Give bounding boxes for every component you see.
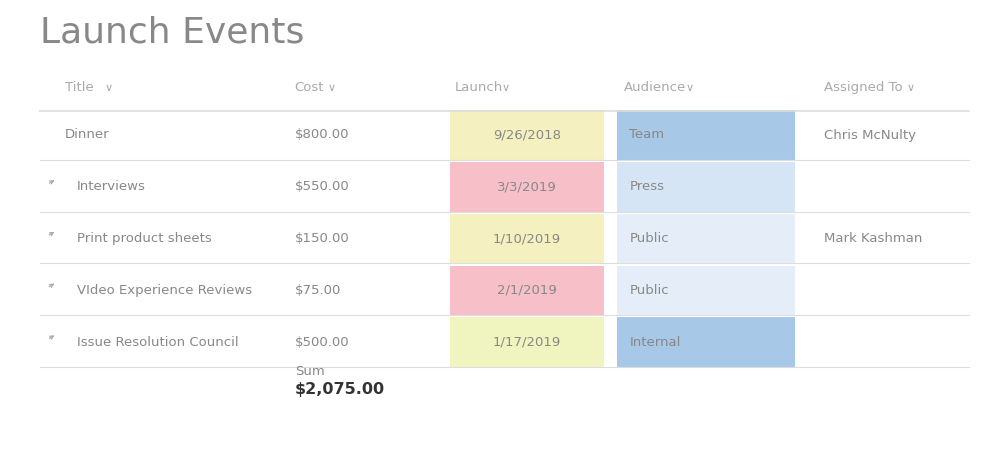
Text: ∨: ∨ xyxy=(906,83,914,93)
Text: 1/10/2019: 1/10/2019 xyxy=(493,232,561,245)
Text: Issue Resolution Council: Issue Resolution Council xyxy=(77,336,239,348)
Text: Audience: Audience xyxy=(624,81,686,94)
Bar xyxy=(450,162,604,212)
Text: 1/17/2019: 1/17/2019 xyxy=(493,336,561,348)
Text: $550.00: $550.00 xyxy=(295,180,350,193)
Bar xyxy=(617,110,795,160)
Text: Team: Team xyxy=(629,129,664,141)
Text: $500.00: $500.00 xyxy=(295,336,350,348)
Text: $150.00: $150.00 xyxy=(295,232,350,245)
Text: Cost: Cost xyxy=(295,81,325,94)
Text: Title: Title xyxy=(65,81,94,94)
Text: VIdeo Experience Reviews: VIdeo Experience Reviews xyxy=(77,284,252,297)
Text: $75.00: $75.00 xyxy=(295,284,341,297)
Text: Interviews: Interviews xyxy=(77,180,146,193)
Bar xyxy=(617,214,795,263)
Text: $800.00: $800.00 xyxy=(295,129,350,141)
Text: $2,075.00: $2,075.00 xyxy=(295,382,385,397)
Text: Press: Press xyxy=(629,180,664,193)
Text: 9/26/2018: 9/26/2018 xyxy=(493,129,561,141)
Text: ∨: ∨ xyxy=(105,83,113,93)
Text: Assigned To: Assigned To xyxy=(824,81,903,94)
Text: ∨: ∨ xyxy=(685,83,693,93)
Text: Public: Public xyxy=(629,284,669,297)
Bar xyxy=(617,266,795,315)
Text: 2/1/2019: 2/1/2019 xyxy=(498,284,556,297)
Text: ∨: ∨ xyxy=(328,83,336,93)
Text: Dinner: Dinner xyxy=(65,129,110,141)
Bar xyxy=(450,317,604,367)
Bar xyxy=(617,317,795,367)
Text: Public: Public xyxy=(629,232,669,245)
Bar xyxy=(450,214,604,263)
Bar xyxy=(450,110,604,160)
Bar xyxy=(450,266,604,315)
Text: 3/3/2019: 3/3/2019 xyxy=(498,180,556,193)
Text: ∨: ∨ xyxy=(501,83,509,93)
Text: Launch: Launch xyxy=(455,81,502,94)
Text: Print product sheets: Print product sheets xyxy=(77,232,212,245)
Text: Sum: Sum xyxy=(295,365,325,378)
Text: Chris McNulty: Chris McNulty xyxy=(824,129,916,141)
Text: Mark Kashman: Mark Kashman xyxy=(824,232,922,245)
Text: Launch Events: Launch Events xyxy=(40,16,305,50)
Bar xyxy=(617,162,795,212)
Text: Internal: Internal xyxy=(629,336,680,348)
